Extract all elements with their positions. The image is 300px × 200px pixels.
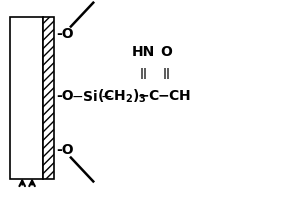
Text: $\mathbf{(CH_2)_3}$: $\mathbf{(CH_2)_3}$	[97, 87, 147, 105]
Text: $-\mathbf{Si}-$: $-\mathbf{Si}-$	[71, 89, 113, 104]
Text: -O: -O	[56, 27, 74, 41]
Text: $\mathbf{-CH}$: $\mathbf{-CH}$	[157, 89, 191, 103]
Text: $\mathbf{-C}$: $\mathbf{-C}$	[137, 89, 160, 103]
Bar	[10, 17, 43, 179]
Bar	[43, 17, 54, 179]
Text: -O: -O	[56, 143, 74, 157]
Text: HN: HN	[132, 45, 155, 59]
Text: O: O	[160, 45, 172, 59]
Text: ||: ||	[140, 68, 148, 79]
Text: -O: -O	[56, 89, 74, 103]
Text: ||: ||	[162, 68, 170, 79]
